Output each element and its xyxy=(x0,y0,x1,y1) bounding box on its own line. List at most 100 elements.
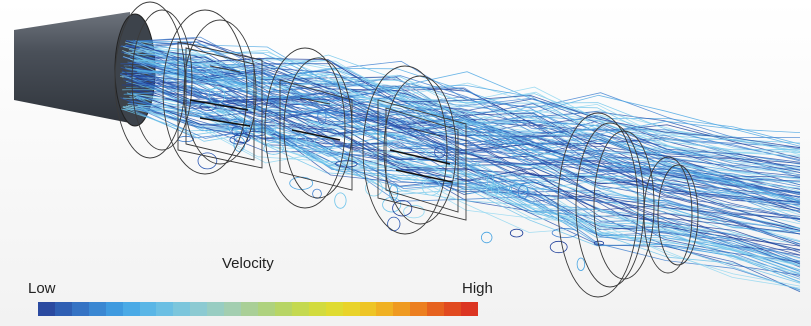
colorbar-segment xyxy=(461,302,478,316)
wireframe-geometry xyxy=(114,1,699,298)
streamline xyxy=(137,59,801,173)
colorbar-segment xyxy=(173,302,191,316)
streamline xyxy=(134,41,801,145)
streamline xyxy=(133,36,801,171)
streamline xyxy=(137,74,801,231)
flange-ring xyxy=(593,130,655,280)
vortex-loop xyxy=(313,137,335,151)
vortex-loop xyxy=(334,192,347,209)
colorbar-segment xyxy=(444,302,462,316)
colorbar-segment xyxy=(224,302,242,316)
vortex-loop xyxy=(233,132,251,143)
flange-ring xyxy=(383,75,457,225)
slot-line xyxy=(189,99,249,111)
streamline xyxy=(122,89,801,230)
slot-line xyxy=(389,149,451,165)
streamline xyxy=(125,80,801,235)
streamline xyxy=(130,58,801,183)
streamline xyxy=(137,68,801,202)
streamline xyxy=(126,73,801,217)
streamline xyxy=(120,41,801,150)
colorbar-segment xyxy=(105,302,123,316)
colorbar-segment xyxy=(359,302,377,316)
streamline xyxy=(136,41,801,151)
slot-line xyxy=(291,129,341,141)
flange-ring xyxy=(131,9,193,151)
vortex-loop xyxy=(508,183,528,196)
flange-ring xyxy=(557,112,639,298)
vortex-loop xyxy=(421,178,441,196)
streamline xyxy=(121,70,801,203)
colorbar-segment xyxy=(393,302,411,316)
streamline xyxy=(127,82,801,231)
streamline xyxy=(128,43,801,147)
vortex-loop xyxy=(208,87,226,104)
vortex-loop xyxy=(380,132,398,143)
vortex-loop xyxy=(317,108,327,125)
vortex-loop xyxy=(295,135,307,148)
vortex-loop xyxy=(485,184,500,196)
legend-high-label: High xyxy=(462,280,493,297)
slot-line xyxy=(395,169,453,183)
vortex-loop xyxy=(576,257,586,272)
streamline xyxy=(127,104,801,267)
streamline xyxy=(123,57,801,176)
colorbar-segment xyxy=(156,302,174,316)
streamline xyxy=(123,89,801,242)
colorbar-segment xyxy=(38,302,55,316)
flange-ring xyxy=(643,156,693,274)
vortex-loop xyxy=(392,199,413,217)
flange-ring xyxy=(162,9,248,175)
streamline xyxy=(133,43,801,176)
legend-title: Velocity xyxy=(222,255,274,272)
flange-ring xyxy=(183,19,257,165)
colorbar-segment xyxy=(139,302,157,316)
colorbar-segment xyxy=(88,302,106,316)
vortex-loop xyxy=(549,240,568,254)
streamline xyxy=(134,59,801,200)
streamline xyxy=(123,106,801,271)
slot-line xyxy=(199,117,251,127)
colorbar-segment xyxy=(207,302,225,316)
vortex-loop xyxy=(263,142,284,155)
flange-ring xyxy=(362,65,448,235)
colorbar-segment xyxy=(71,302,89,316)
vortex-loop xyxy=(517,184,529,200)
streamline xyxy=(125,67,801,212)
streamline xyxy=(139,108,801,259)
housing-box xyxy=(185,47,255,161)
streamline xyxy=(127,100,801,264)
colorbar-segment xyxy=(241,302,258,316)
velocity-colorbar xyxy=(38,302,478,316)
housing-box xyxy=(279,79,353,191)
colorbar-segment xyxy=(122,302,140,316)
vortex-loop xyxy=(197,152,218,170)
vortex-loop xyxy=(490,184,513,195)
housing-box xyxy=(377,99,467,221)
flange-ring xyxy=(114,1,186,159)
colorbar-segment xyxy=(274,302,292,316)
vortex-loop xyxy=(365,179,383,197)
streamline xyxy=(135,60,801,203)
streamline xyxy=(125,68,801,202)
streamline xyxy=(134,103,801,278)
legend-low-label: Low xyxy=(28,280,56,297)
streamline xyxy=(137,55,801,171)
streamline xyxy=(137,105,801,284)
vortex-loop xyxy=(382,196,402,213)
slot-line xyxy=(409,127,441,137)
streamline xyxy=(137,54,801,203)
colorbar-segment xyxy=(342,302,360,316)
colorbar-segment xyxy=(308,302,326,316)
vortex-loop xyxy=(481,231,493,244)
colorbar-segment xyxy=(410,302,428,316)
streamline xyxy=(126,39,801,144)
streamline xyxy=(125,76,801,232)
colorbar-segment xyxy=(376,302,394,316)
colorbar-segment xyxy=(257,302,275,316)
vortex-loop xyxy=(403,204,425,219)
flange-ring xyxy=(657,164,699,266)
colorbar-segment xyxy=(54,302,72,316)
vortex-loop xyxy=(509,228,524,238)
